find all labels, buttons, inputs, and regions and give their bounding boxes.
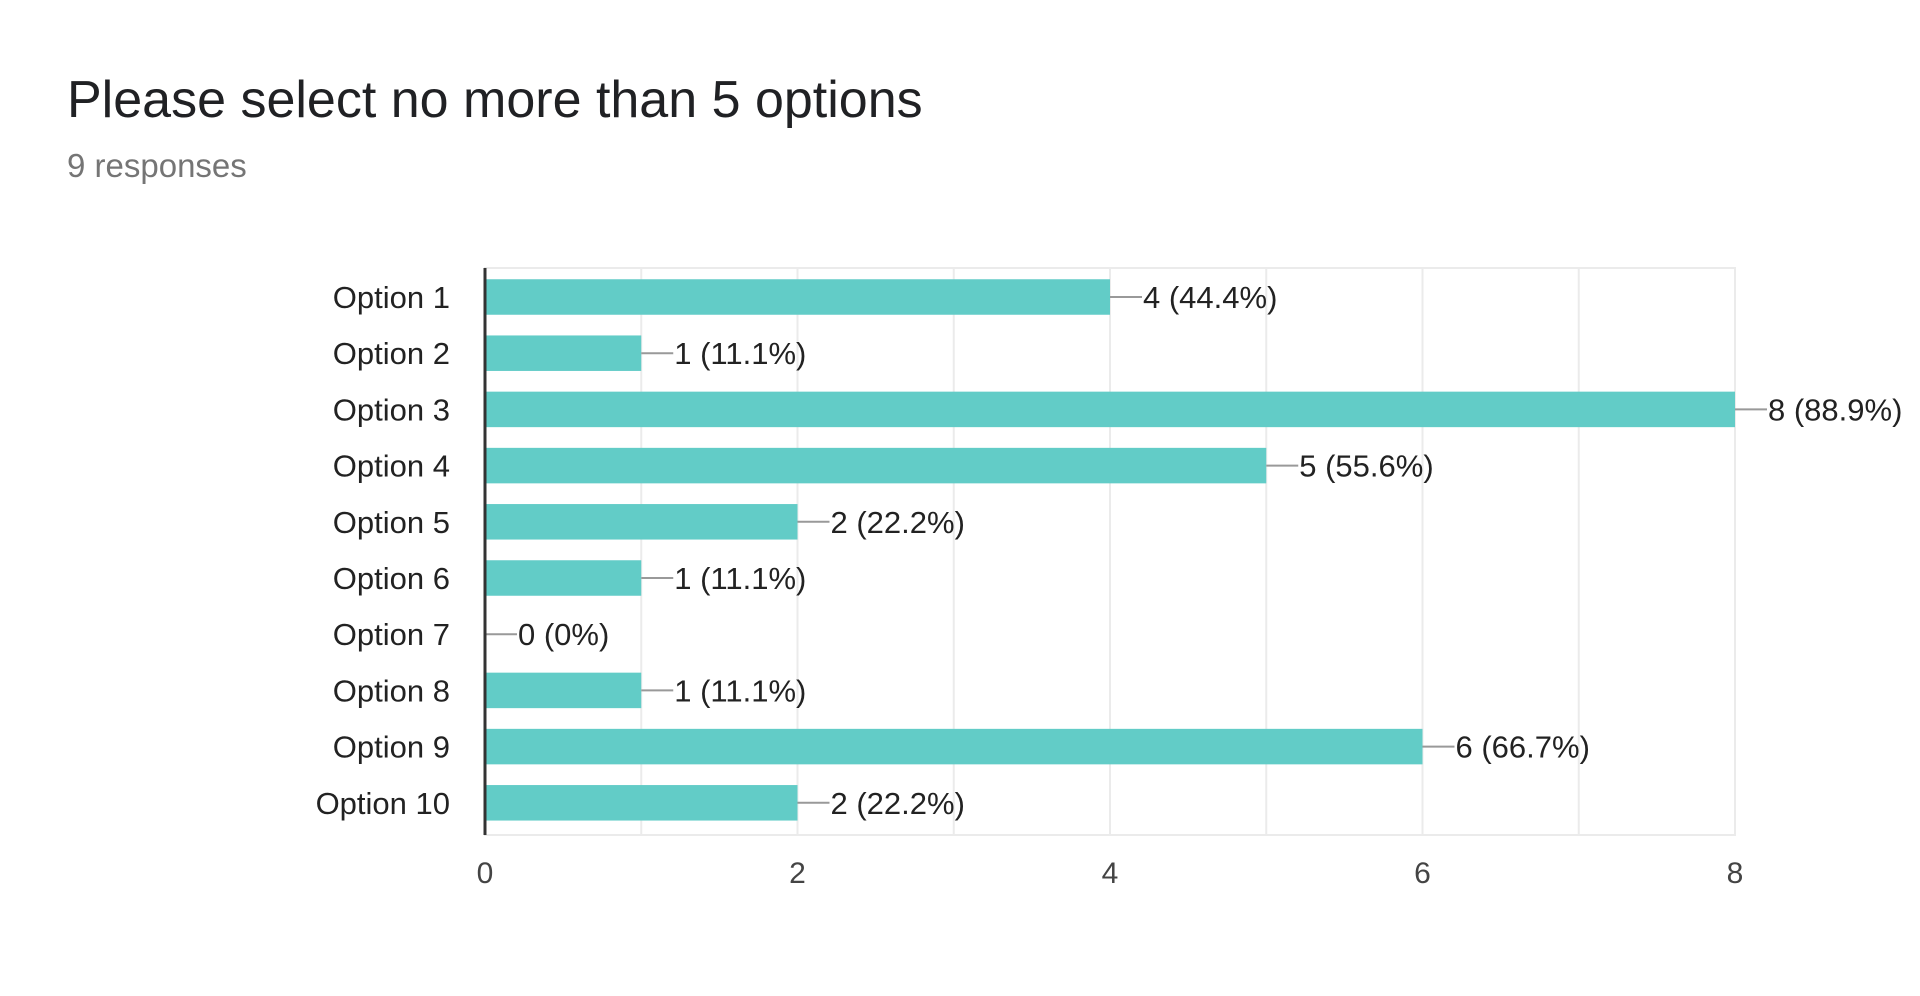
category-label: Option 4 bbox=[333, 449, 450, 484]
value-labels: 4 (44.4%) 1 (11.1%) 8 (88.9%) 5 (55.6%) 2 (2… bbox=[518, 280, 1902, 821]
leader-lines bbox=[485, 296, 1767, 804]
category-labels: Option 1 Option 2 Option 3 Option 4 Option 5… bbox=[316, 280, 450, 821]
bar bbox=[485, 447, 1267, 484]
x-tick-label: 8 bbox=[1727, 857, 1744, 890]
category-label: Option 3 bbox=[333, 392, 450, 427]
question-title: Please select no more than 5 options bbox=[67, 71, 923, 129]
bar bbox=[485, 504, 798, 540]
value-label: 2 (22.2%) bbox=[831, 505, 965, 540]
bar bbox=[485, 335, 642, 371]
category-label: Option 1 bbox=[333, 280, 450, 315]
response-count: 9 responses bbox=[67, 147, 247, 184]
bar bbox=[485, 391, 1735, 428]
bar bbox=[485, 785, 798, 821]
value-label: 0 (0%) bbox=[518, 617, 609, 652]
bar bbox=[485, 279, 1110, 315]
x-tick-label: 6 bbox=[1414, 857, 1431, 890]
category-label: Option 10 bbox=[316, 786, 450, 821]
bar bbox=[485, 560, 642, 596]
x-tick-label: 4 bbox=[1102, 857, 1119, 890]
value-label: 1 (11.1%) bbox=[674, 336, 806, 371]
value-label: 2 (22.2%) bbox=[831, 786, 965, 821]
bar bbox=[485, 672, 642, 709]
category-label: Option 9 bbox=[333, 730, 450, 765]
category-label: Option 7 bbox=[333, 617, 450, 652]
bar bbox=[485, 728, 1423, 765]
value-label: 1 (11.1%) bbox=[674, 561, 806, 596]
category-label: Option 2 bbox=[333, 336, 450, 371]
value-label: 5 (55.6%) bbox=[1299, 449, 1433, 484]
x-tick-labels: 0 2 4 6 8 bbox=[477, 857, 1744, 890]
value-label: 4 (44.4%) bbox=[1143, 280, 1277, 315]
value-label: 8 (88.9%) bbox=[1768, 392, 1902, 427]
bars bbox=[485, 279, 1735, 821]
category-label: Option 8 bbox=[333, 673, 450, 708]
category-label: Option 6 bbox=[333, 561, 450, 596]
category-label: Option 5 bbox=[333, 505, 450, 540]
value-label: 1 (11.1%) bbox=[674, 673, 806, 708]
value-label: 6 (66.7%) bbox=[1456, 730, 1590, 765]
x-tick-label: 2 bbox=[789, 857, 806, 890]
x-tick-label: 0 bbox=[477, 857, 494, 890]
